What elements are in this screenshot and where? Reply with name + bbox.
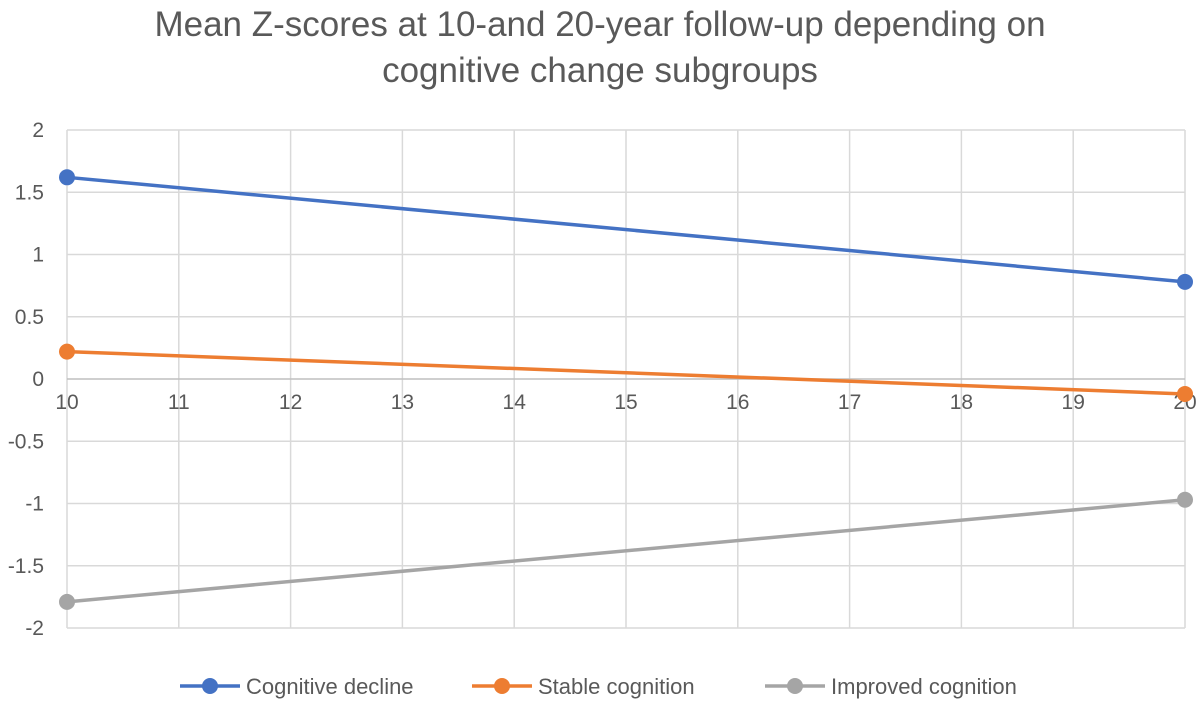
x-tick-label: 13 <box>391 391 414 414</box>
legend-label-1: Stable cognition <box>538 674 695 699</box>
data-point <box>59 343 75 360</box>
legend-label-2: Improved cognition <box>831 674 1017 699</box>
y-tick-label: 2 <box>32 119 44 142</box>
x-tick-label: 18 <box>950 391 973 414</box>
series-line-0 <box>65 175 1187 284</box>
x-tick-label: 15 <box>614 391 637 414</box>
data-point <box>1177 385 1193 402</box>
x-tick-label: 16 <box>726 391 749 414</box>
legend-marker-2 <box>787 678 803 694</box>
legend-marker-0 <box>202 678 218 694</box>
y-tick-label: -1.5 <box>8 555 44 578</box>
y-tick-label: 1 <box>32 244 44 267</box>
chart-title-line-2: cognitive change subgroups <box>382 51 818 90</box>
chart-title: Mean Z-scores at 10-and 20-year follow-u… <box>0 0 1200 94</box>
legend-marker-1 <box>494 678 510 694</box>
y-tick-label: 1.5 <box>15 181 44 204</box>
data-point <box>1177 273 1193 290</box>
x-tick-label: 12 <box>279 391 302 414</box>
y-tick-label: 0 <box>32 368 44 391</box>
y-tick-label: 0.5 <box>15 306 44 329</box>
x-tick-label: 11 <box>168 391 190 414</box>
x-tick-label: 10 <box>55 391 78 414</box>
y-tick-label: -2 <box>25 617 44 640</box>
data-point <box>59 169 75 186</box>
x-tick-label: 19 <box>1062 391 1085 414</box>
x-tick-label: 14 <box>503 391 527 414</box>
chart-title-line-1: Mean Z-scores at 10-and 20-year follow-u… <box>154 5 1046 44</box>
data-point <box>1177 491 1193 508</box>
legend-label-0: Cognitive decline <box>246 674 414 699</box>
x-tick-label: 17 <box>838 391 861 414</box>
series-line-1 <box>65 349 1187 396</box>
y-tick-label: -1 <box>25 493 44 516</box>
y-tick-label: -0.5 <box>8 430 44 453</box>
series-line-2 <box>65 498 1187 604</box>
data-point <box>59 593 75 610</box>
